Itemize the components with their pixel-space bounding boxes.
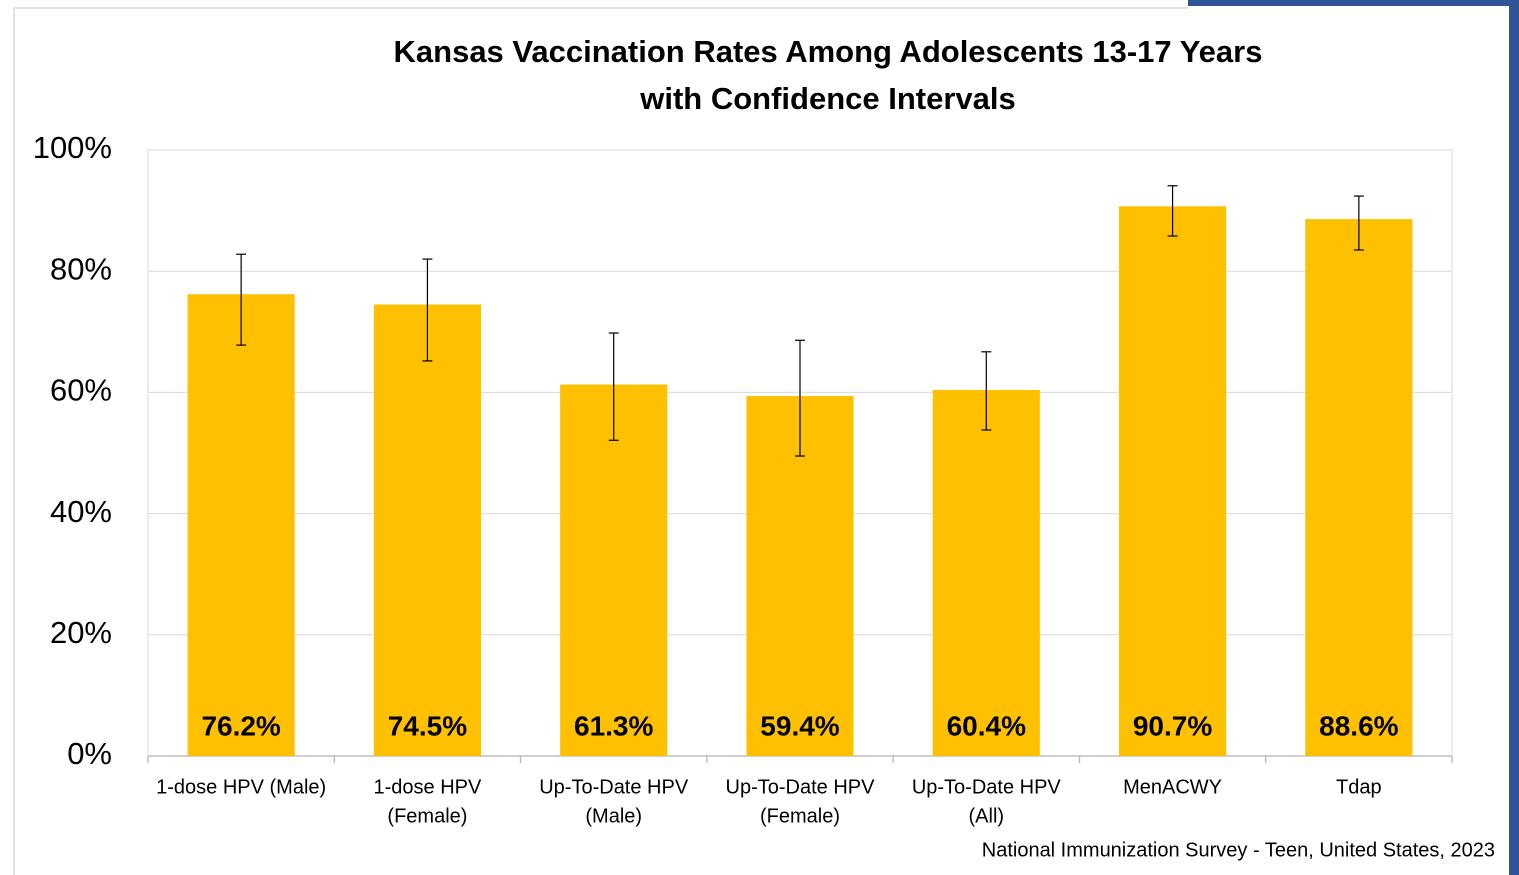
value-label: 76.2%: [201, 710, 280, 741]
error-bar: [422, 258, 433, 362]
value-label: 88.6%: [1319, 710, 1398, 741]
value-label: 59.4%: [760, 710, 839, 741]
value-label: 60.4%: [947, 710, 1026, 741]
error-bar: [1353, 195, 1364, 251]
accent-right: [1509, 0, 1519, 875]
value-label: 74.5%: [388, 710, 467, 741]
bar: [187, 294, 295, 756]
bar: [1119, 206, 1227, 756]
x-tick-label: 1-dose HPV: [374, 776, 482, 798]
y-tick-label: 20%: [50, 615, 112, 650]
x-tick-label: Up-To-Date HPV: [912, 776, 1062, 798]
error-bar: [795, 339, 805, 457]
bar: [560, 384, 668, 756]
bar: [932, 389, 1040, 756]
y-tick-label: 60%: [50, 373, 112, 408]
bar: [373, 304, 481, 756]
error-bar: [1167, 185, 1178, 237]
source-note: National Immunization Survey - Teen, Uni…: [982, 839, 1495, 861]
y-tick-label: 80%: [50, 251, 112, 286]
x-tick-label: MenACWY: [1123, 776, 1222, 798]
y-tick-label: 100%: [33, 130, 112, 165]
chart-title: with Confidence Intervals: [639, 81, 1016, 116]
value-label: 90.7%: [1133, 710, 1212, 741]
y-tick-label: 40%: [50, 494, 112, 529]
chart-title: Kansas Vaccination Rates Among Adolescen…: [394, 34, 1263, 69]
value-label: 61.3%: [574, 710, 653, 741]
x-tick-label: Tdap: [1336, 776, 1382, 798]
x-tick-label: (Female): [387, 805, 467, 827]
error-bar: [608, 332, 619, 441]
x-tick-label: Up-To-Date HPV: [539, 776, 689, 798]
error-bar: [981, 351, 992, 431]
x-tick-label: (All): [969, 805, 1005, 827]
y-tick-label: 0%: [67, 736, 112, 771]
bar: [1305, 219, 1413, 757]
x-tick-label: (Female): [760, 805, 840, 827]
error-bar: [236, 253, 247, 346]
accent-top: [1188, 0, 1519, 6]
x-tick-label: 1-dose HPV (Male): [156, 776, 326, 798]
x-tick-label: (Male): [585, 805, 642, 827]
x-tick-label: Up-To-Date HPV: [726, 776, 876, 798]
